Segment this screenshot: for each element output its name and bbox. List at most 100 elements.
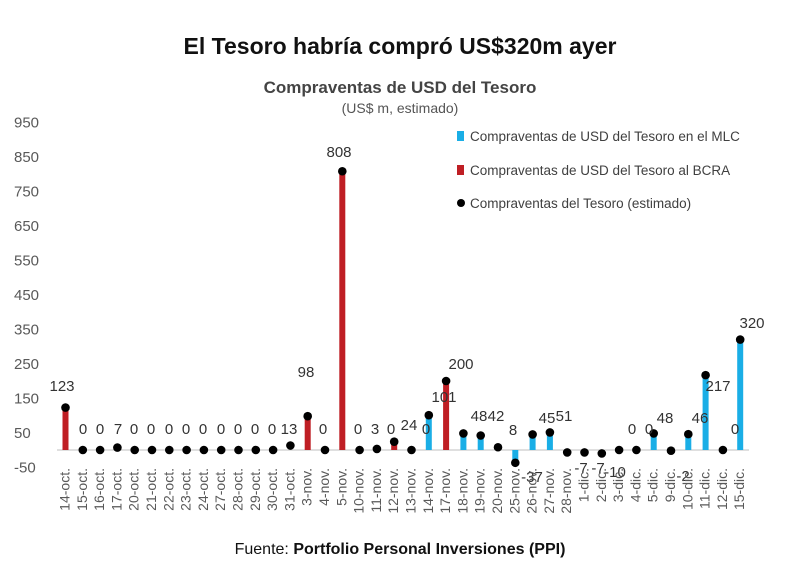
marker-estimated [389, 437, 399, 447]
data-label: -7 [574, 460, 587, 477]
legend-label: Compraventas del Tesoro (estimado) [470, 196, 691, 211]
bar-mlc [685, 434, 692, 450]
marker-estimated [303, 411, 313, 421]
x-tick-label: 4-dic. [627, 468, 643, 502]
data-label: 48 [471, 408, 488, 425]
x-tick-label: 30-oct. [264, 468, 280, 511]
data-label: 13 [281, 421, 298, 438]
x-tick-label: 3-nov. [299, 468, 315, 506]
data-label: 200 [448, 356, 473, 373]
marker-estimated [165, 445, 174, 455]
x-tick-label: 10-dic. [679, 468, 695, 510]
marker-estimated [147, 445, 157, 455]
x-tick-label: 21-oct. [143, 468, 159, 511]
data-label: 48 [657, 410, 674, 427]
data-label: 217 [705, 378, 730, 395]
x-tick-label: 9-dic. [662, 468, 678, 502]
marker-estimated [545, 428, 555, 437]
marker-estimated [562, 448, 572, 457]
source-prefix: Fuente: [234, 541, 289, 558]
x-tick-label: 2-dic. [593, 468, 609, 502]
y-tick-label: -50 [14, 459, 36, 476]
marker-estimated [355, 445, 364, 455]
chart-title: Compraventas de USD del Tesoro [263, 78, 537, 97]
x-tick-label: 17-oct. [108, 468, 124, 511]
data-label: 0 [354, 421, 362, 438]
x-tick-label: 5-nov. [333, 468, 349, 506]
y-tick-label: 450 [14, 287, 39, 304]
data-label: 45 [539, 410, 556, 427]
marker-estimated [251, 445, 261, 455]
x-tick-label: 27-nov. [541, 468, 557, 514]
marker-estimated [735, 335, 745, 344]
y-tick-label: 750 [14, 183, 39, 200]
x-tick-label: 19-nov. [472, 468, 488, 514]
y-tick-label: 950 [14, 114, 39, 131]
data-label: 0 [422, 421, 430, 438]
marker-estimated [511, 458, 520, 468]
x-tick-label: 29-oct. [247, 468, 263, 511]
marker-estimated [632, 445, 641, 455]
data-label: 24 [401, 417, 418, 434]
data-label: 42 [488, 408, 505, 425]
data-label: 98 [298, 364, 315, 381]
x-tick-label: 22-oct. [160, 468, 176, 511]
y-tick-label: 250 [14, 356, 39, 373]
bar-bcra [62, 407, 69, 450]
x-tick-label: 18-nov. [454, 468, 470, 514]
marker-estimated [286, 441, 295, 450]
x-tick-label: 12-nov. [385, 468, 401, 514]
x-tick-label: 5-dic. [645, 468, 661, 502]
marker-estimated [61, 403, 70, 412]
marker-estimated [476, 431, 486, 440]
x-tick-label: 20-nov. [489, 468, 505, 514]
x-tick-label: 24-oct. [195, 468, 211, 511]
bar-mlc [702, 375, 709, 450]
marker-estimated [338, 166, 347, 176]
marker-estimated [614, 445, 624, 455]
data-label: 8 [509, 422, 517, 439]
data-label: -2 [676, 468, 689, 485]
marker-estimated [372, 444, 382, 454]
data-label: 0 [217, 421, 225, 438]
legend-swatch [457, 199, 465, 207]
data-label: 0 [387, 421, 395, 438]
data-label: 0 [165, 421, 173, 438]
x-tick-label: 23-oct. [178, 468, 194, 511]
marker-estimated [441, 376, 451, 386]
legend-swatch [457, 131, 464, 141]
data-label: 0 [130, 421, 138, 438]
bar-bcra [339, 171, 346, 451]
marker-estimated [684, 429, 693, 439]
x-tick-label: 15-oct. [74, 468, 90, 511]
y-tick-label: 550 [14, 252, 39, 269]
data-label: 7 [114, 421, 122, 438]
marker-estimated [718, 445, 728, 455]
data-label: -7 [591, 460, 604, 477]
y-tick-label: 650 [14, 218, 39, 235]
data-label: 0 [731, 421, 739, 438]
marker-estimated [597, 449, 607, 458]
bar-mlc [425, 415, 432, 450]
x-tick-label: 17-nov. [437, 468, 453, 514]
marker-estimated [528, 430, 537, 439]
data-label: 0 [628, 421, 636, 438]
x-tick-label: 20-oct. [126, 468, 142, 511]
x-tick-label: 26-nov. [524, 468, 540, 514]
data-label: 101 [431, 389, 456, 406]
x-tick-label: 1-dic. [576, 468, 592, 502]
data-label: 0 [96, 421, 104, 438]
data-label: 0 [251, 421, 259, 438]
bar-mlc [546, 432, 553, 450]
data-label: -37 [521, 469, 543, 486]
marker-estimated [580, 448, 589, 457]
x-tick-label: 13-nov. [403, 468, 419, 514]
data-label: 320 [739, 315, 764, 332]
x-tick-label: 11-dic. [697, 468, 713, 509]
x-tick-label: 15-dic. [731, 468, 747, 510]
source-name: Portfolio Personal Inversiones (PPI) [293, 541, 566, 558]
data-label: 0 [234, 421, 242, 438]
marker-estimated [407, 445, 416, 455]
